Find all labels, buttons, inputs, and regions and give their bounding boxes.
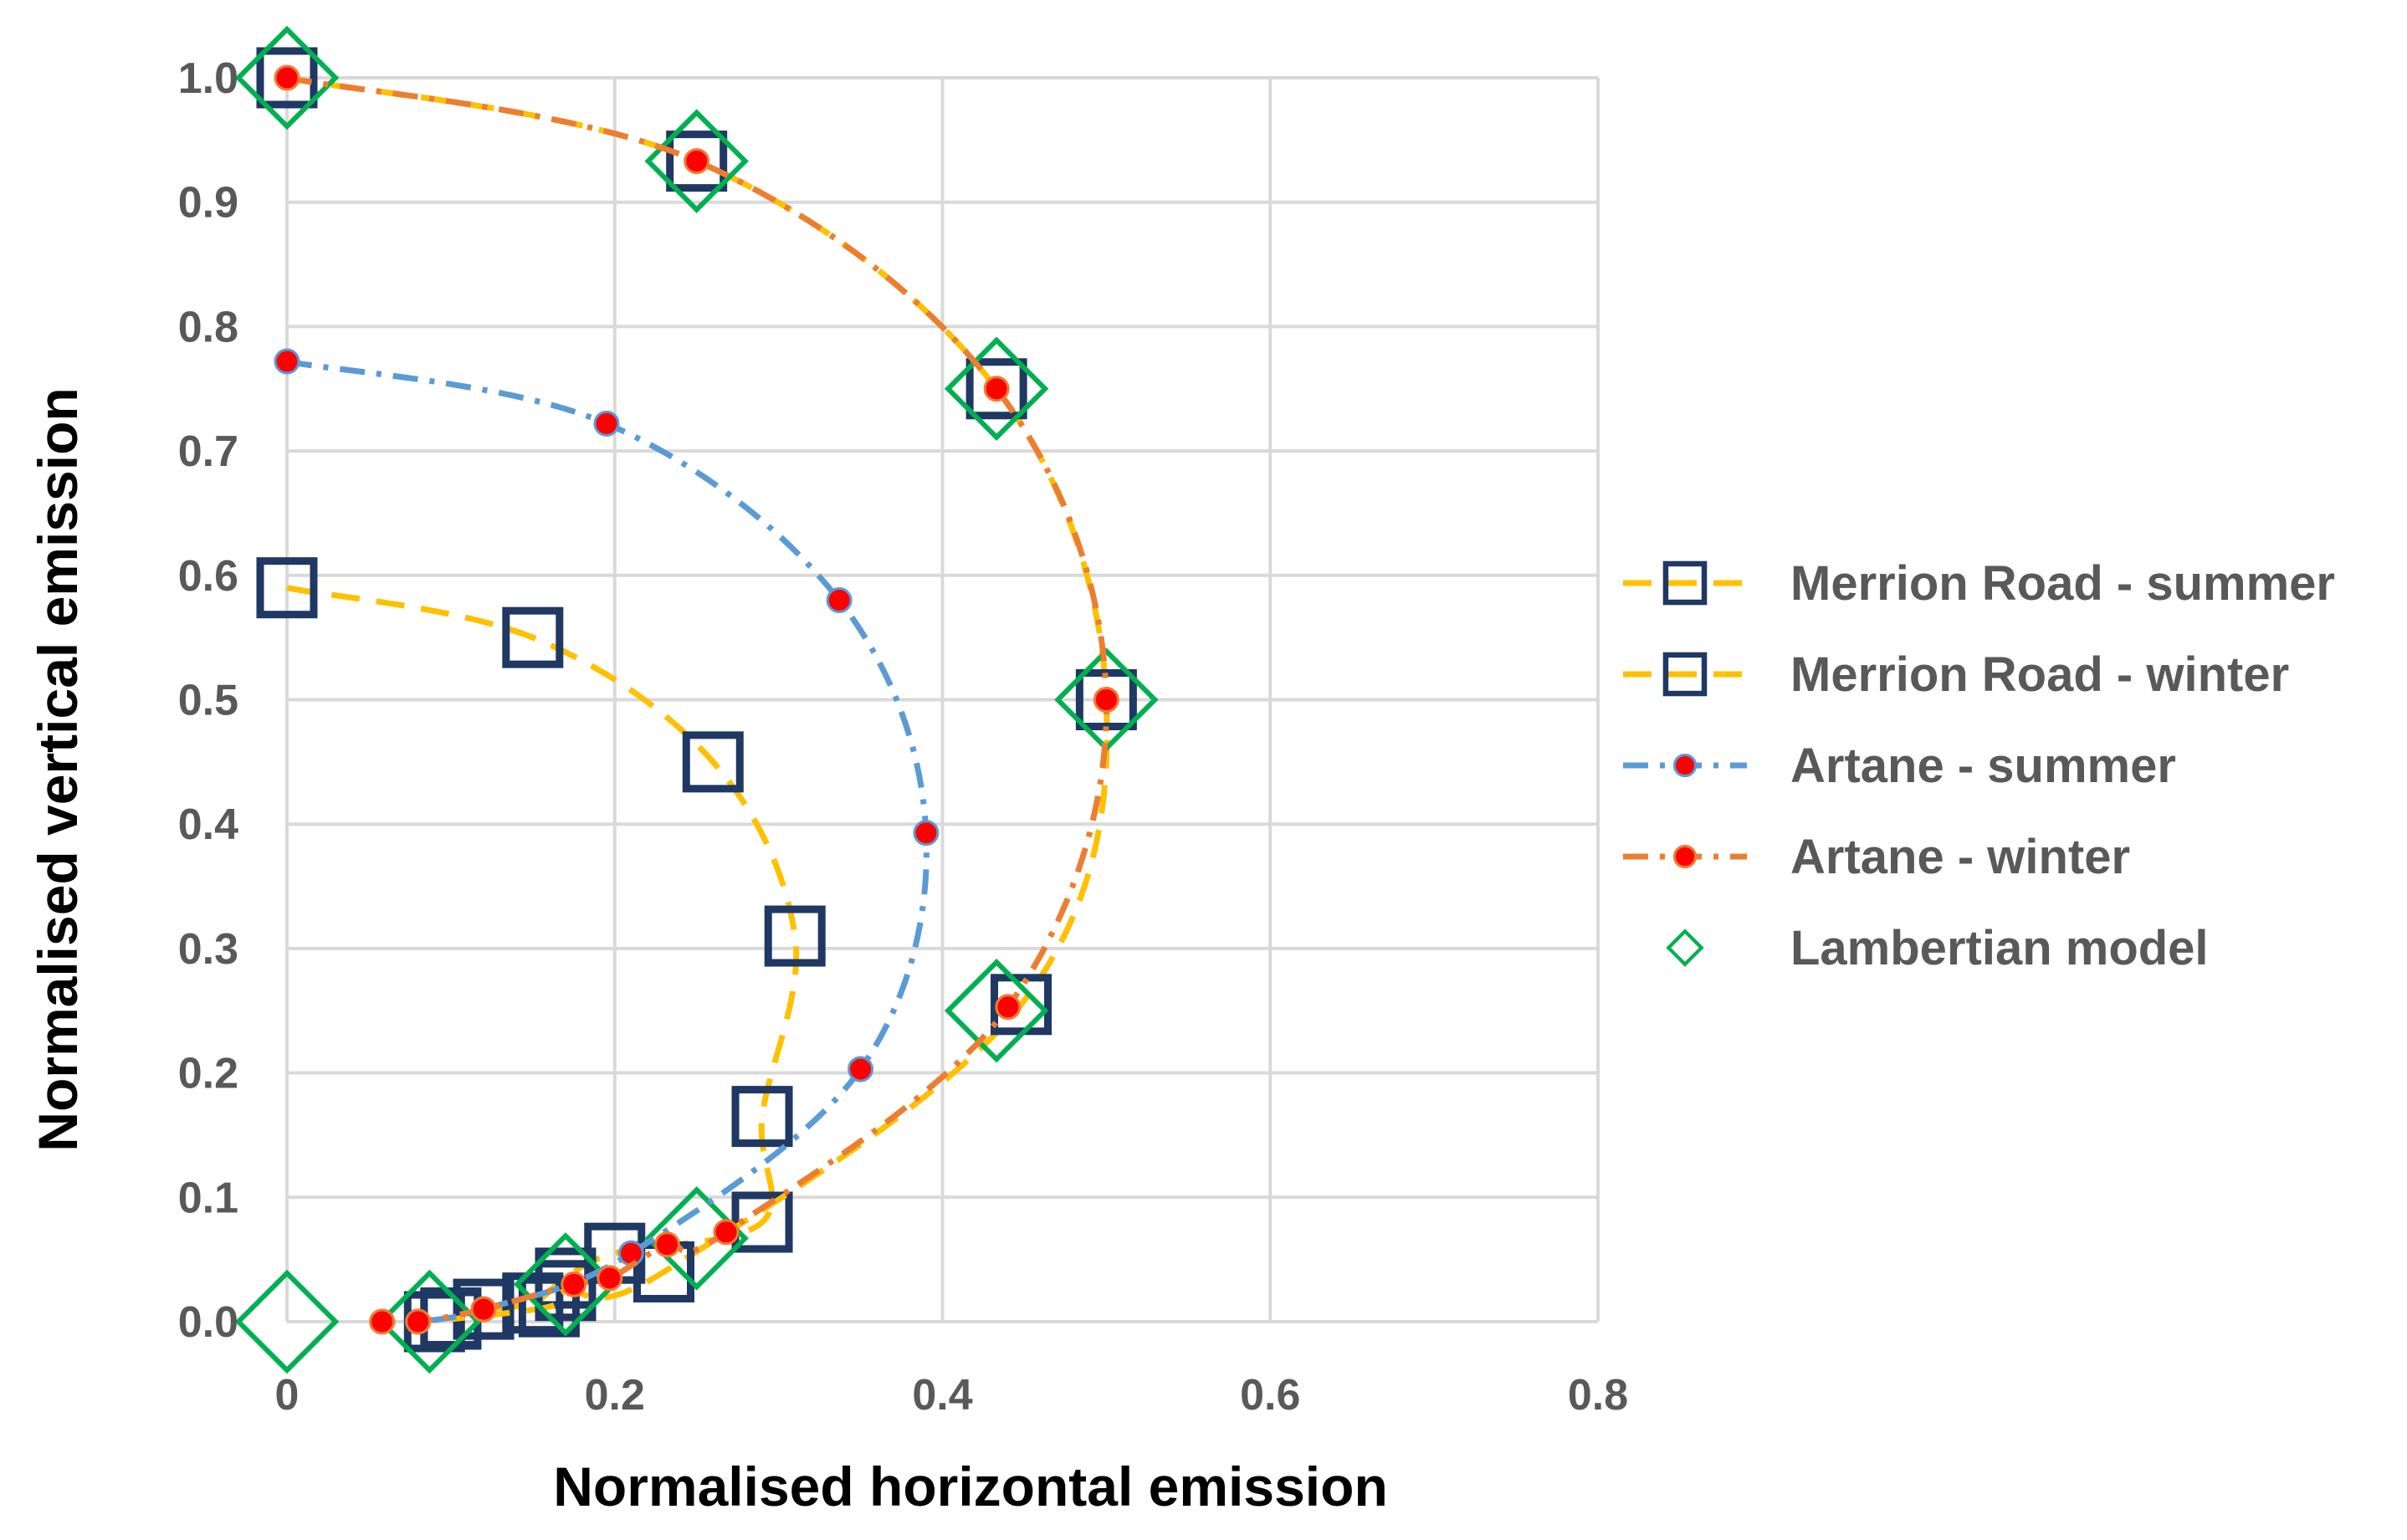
tick-layer: 0.0 0.1 0.2 0.3 0.4 0.5 0.6 0.7 0.8 0.9 1.0 0 0.2 0.4… [178, 54, 1628, 1420]
legend-marker [1672, 753, 1698, 778]
x-tick-label: 0.8 [1568, 1371, 1628, 1420]
legend-item: Merrion Road - winter [1623, 647, 2289, 702]
data-point [666, 130, 728, 192]
series-artane-winter [274, 64, 1119, 1335]
legend-marker [1662, 560, 1708, 606]
legend-item: Merrion Road - summer [1623, 556, 2335, 611]
legend-marker [1672, 844, 1698, 869]
data-point [713, 1219, 740, 1246]
series-line [286, 358, 930, 1325]
y-tick-label: 0.5 [178, 677, 238, 725]
data-point [848, 1056, 874, 1082]
data-point [684, 148, 710, 175]
data-point [617, 1240, 644, 1266]
data-point [913, 820, 940, 847]
data-point [653, 1231, 680, 1258]
grid-layer [285, 76, 1600, 1323]
legend-item: Lambertian model [1666, 921, 2209, 975]
series-artane-summer [274, 348, 940, 1335]
data-point [983, 376, 1010, 402]
legend-label: Artane - summer [1790, 739, 2176, 793]
data-point [369, 1308, 396, 1335]
data-point [234, 25, 340, 130]
y-tick-label: 0.2 [178, 1050, 238, 1098]
data-point [274, 348, 300, 375]
x-tick-label: 0.6 [1240, 1371, 1300, 1420]
data-point [561, 1271, 587, 1297]
data-point [682, 731, 744, 793]
data-point [944, 959, 1049, 1063]
y-axis-title: Normalised vertical emission [27, 387, 89, 1151]
legend-marker [1666, 929, 1704, 967]
y-tick-label: 0.3 [178, 925, 238, 974]
legend-label: Lambertian model [1790, 921, 2209, 975]
x-tick-label: 0.4 [912, 1371, 972, 1420]
legend: Merrion Road - summer Merrion Road - wint… [1623, 556, 2335, 975]
y-tick-label: 0.4 [178, 801, 238, 849]
legend-label: Merrion Road - summer [1790, 556, 2335, 611]
data-point [377, 1269, 482, 1374]
data-point [405, 1308, 432, 1335]
data-point [764, 905, 826, 967]
data-point [826, 587, 853, 614]
x-tick-label: 0.2 [585, 1371, 645, 1420]
data-point [644, 109, 749, 213]
data-point [502, 606, 564, 668]
series-layer [234, 25, 1159, 1374]
legend-item: Artane - summer [1623, 739, 2176, 793]
data-point [597, 1265, 623, 1292]
data-point [995, 994, 1022, 1021]
y-tick-label: 0.1 [178, 1174, 238, 1222]
data-point [731, 1086, 793, 1148]
y-tick-label: 0.0 [178, 1298, 238, 1347]
y-tick-label: 0.7 [178, 427, 238, 476]
legend-label: Merrion Road - winter [1790, 647, 2289, 702]
y-tick-label: 0.6 [178, 552, 238, 601]
x-tick-label: 0 [275, 1371, 300, 1420]
data-point [513, 1232, 618, 1337]
y-tick-label: 0.8 [178, 303, 238, 351]
data-point [965, 358, 1027, 420]
y-tick-label: 0.9 [178, 179, 238, 228]
legend-label: Artane - winter [1790, 830, 2130, 884]
data-point [535, 1260, 597, 1322]
data-point [1093, 687, 1119, 713]
x-axis-title: Normalised horizontal emission [553, 1456, 1388, 1517]
y-tick-label: 1.0 [178, 54, 238, 103]
data-point [470, 1296, 497, 1323]
data-point [256, 557, 318, 619]
data-point [593, 410, 620, 437]
data-point [256, 47, 318, 109]
data-point [453, 1278, 515, 1340]
data-point [518, 1276, 580, 1338]
legend-item: Artane - winter [1623, 830, 2130, 884]
data-point [274, 64, 300, 91]
legend-marker [1662, 652, 1708, 697]
data-point [731, 1191, 793, 1253]
data-point [944, 336, 1049, 441]
data-point [234, 1269, 340, 1374]
